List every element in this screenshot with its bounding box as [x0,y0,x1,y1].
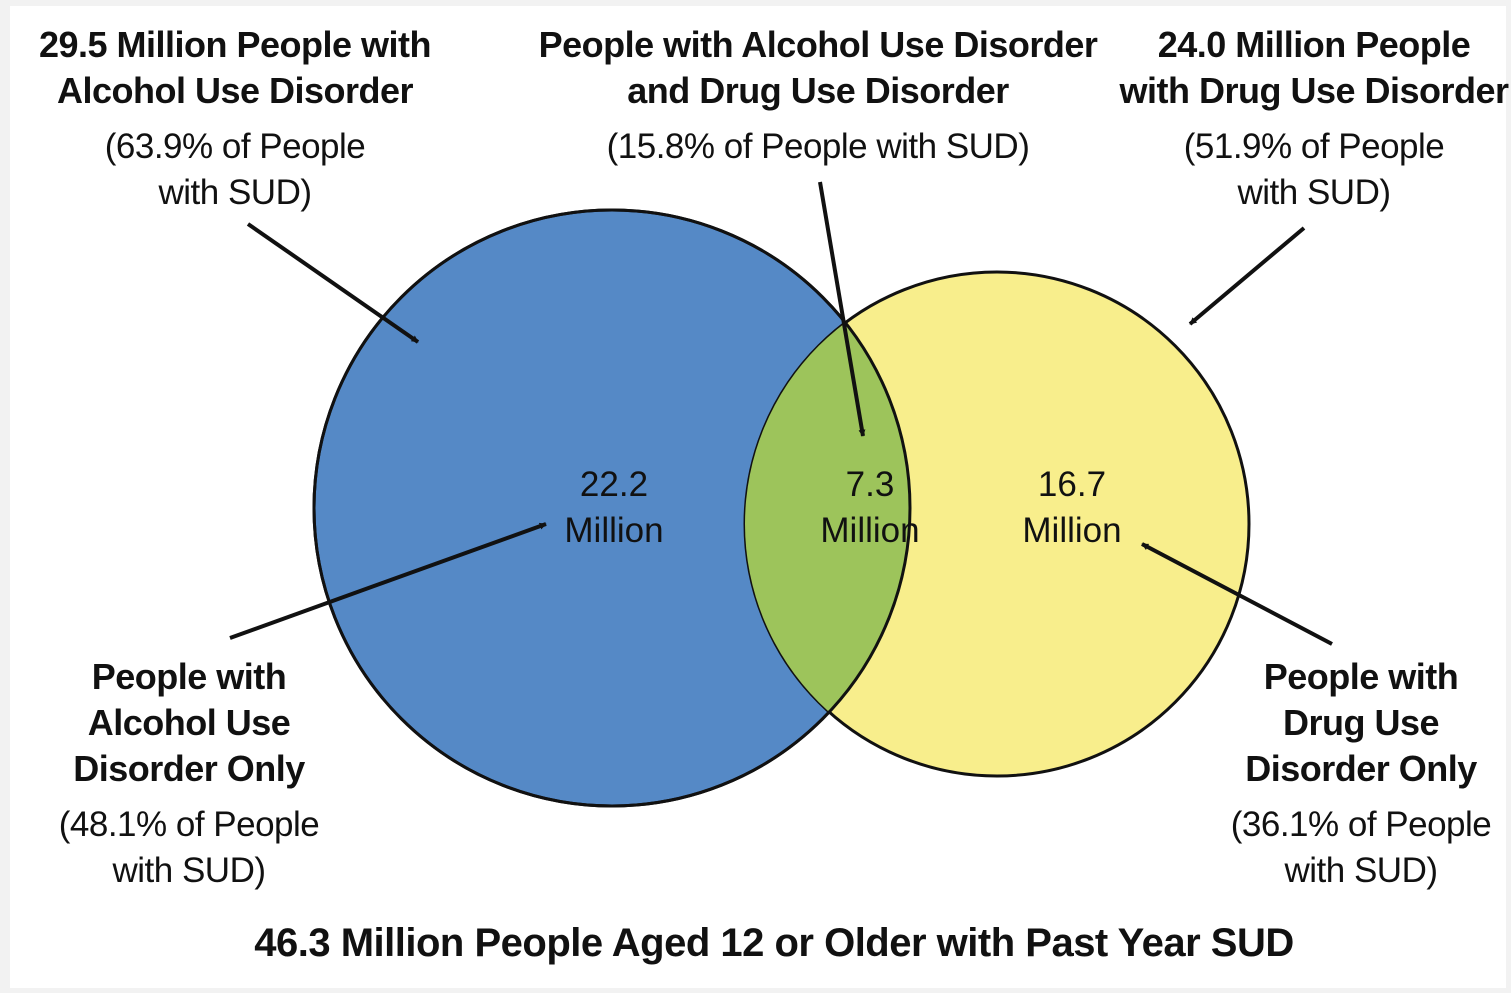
alcohol-only-pct-line-1: (48.1% of People [58,805,320,844]
venn-diagram-svg [229,181,1333,808]
both-title-line-1: People with Alcohol Use Disorder [538,24,1098,65]
alcohol-total-title-line-1: 29.5 Million People with [38,24,432,65]
label-alcohol-only: People with Alcohol Use Disorder Only (4… [59,654,320,894]
drug-total-pct-line-1: (51.9% of People [1183,127,1445,166]
drug-total-title-line-2: with Drug Use Disorder [1119,70,1509,111]
value-both-unit: Million [820,511,920,550]
venn-diagram-frame: 29.5 Million People with Alcohol Use Dis… [10,6,1509,988]
arrow-drug-only [1141,542,1333,646]
alcohol-only-pct-line-2: with SUD) [112,851,266,890]
arrow-alcohol-only [229,522,547,640]
label-alcohol-total: 29.5 Million People with Alcohol Use Dis… [38,22,432,216]
alcohol-total-pct-line-1: (63.9% of People [104,127,366,166]
drug-only-pct-line-1: (36.1% of People [1230,805,1492,844]
value-alcohol-only-number: 22.2 [579,465,649,504]
arrow-both [818,181,866,437]
value-drug-only-unit: Million [1022,511,1122,550]
alcohol-total-pct-line-2: with SUD) [158,173,312,212]
drug-only-pct-line-2: with SUD) [1284,851,1438,890]
alcohol-only-title-line-1: People with [91,656,287,697]
alcohol-total-title-line-2: Alcohol Use Disorder [56,70,414,111]
value-alcohol-only-unit: Million [564,511,664,550]
drug-only-title-line-2: Drug Use [1282,702,1440,743]
overlap-region [745,272,910,776]
value-both-number: 7.3 [845,465,895,504]
alcohol-circle-outline [312,208,912,808]
drug-total-title-line-1: 24.0 Million People [1157,24,1471,65]
alcohol-only-title-line-2: Alcohol Use [87,702,291,743]
value-drug-only-number: 16.7 [1037,465,1107,504]
diagram-footer-caption: 46.3 Million People Aged 12 or Older wit… [254,921,1294,965]
arrow-drug-total [1188,226,1306,326]
both-title-line-2: and Drug Use Disorder [627,70,1009,111]
value-both: 7.3 Million [820,462,919,554]
drug-only-title-line-1: People with [1263,656,1459,697]
value-alcohol-only: 22.2 Million [564,462,663,554]
label-drug-only: People with Drug Use Disorder Only (36.1… [1231,654,1492,894]
arrow-alcohol-total [246,222,420,344]
both-pct-line-1: (15.8% of People with SUD) [606,127,1030,166]
label-drug-total: 24.0 Million People with Drug Use Disord… [1119,22,1509,216]
drug-only-title-line-3: Disorder Only [1245,748,1477,789]
label-both: People with Alcohol Use Disorder and Dru… [539,22,1098,170]
drug-total-pct-line-2: with SUD) [1237,173,1391,212]
alcohol-only-title-line-3: Disorder Only [73,748,305,789]
value-drug-only: 16.7 Million [1022,462,1121,554]
